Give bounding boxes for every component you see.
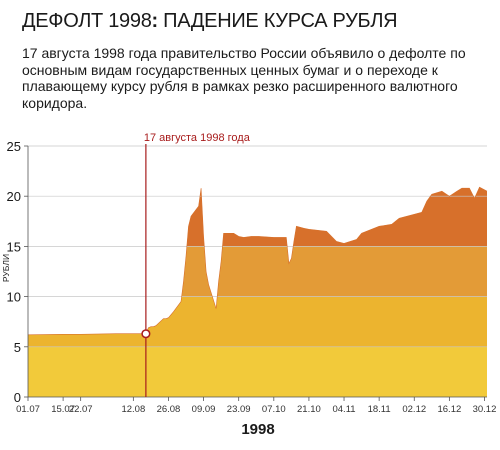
x-tick-label-26.08: 26.08 bbox=[157, 404, 181, 415]
x-tick-label-12.08: 12.08 bbox=[121, 404, 145, 415]
x-tick-label-30.12: 30.12 bbox=[473, 404, 497, 415]
y-tick-labels: 0 5 10 15 20 25 bbox=[7, 139, 28, 405]
axes bbox=[27, 146, 487, 398]
x-tick-label-21.10: 21.10 bbox=[297, 404, 321, 415]
y-axis-label: РУБЛИ bbox=[1, 254, 11, 282]
area-band-0-5 bbox=[28, 346, 487, 397]
x-tick-label-09.09: 09.09 bbox=[192, 404, 216, 415]
x-tick-label-22.07: 22.07 bbox=[69, 404, 93, 415]
title-main: ДЕФОЛТ 1998 bbox=[22, 10, 152, 32]
y-tick-label-0: 0 bbox=[14, 390, 21, 405]
grid-lines bbox=[28, 145, 487, 348]
x-tick-label-15.07: 15.07 bbox=[51, 404, 75, 415]
chart-lead-text: 17 августа 1998 года правительство Росси… bbox=[22, 45, 466, 111]
area-band-5-10 bbox=[28, 296, 487, 347]
x-tick-label-07.10: 07.10 bbox=[262, 404, 286, 415]
title-rest: ПАДЕНИЕ КУРСА РУБЛЯ bbox=[157, 10, 398, 32]
x-tick-label-01.07: 01.07 bbox=[16, 404, 40, 415]
annotation-label: 17 августа 1998 года bbox=[144, 132, 251, 144]
area-band-10-15 bbox=[28, 246, 487, 297]
x-tick-label-23.09: 23.09 bbox=[227, 404, 251, 415]
y-tick-label-15: 15 bbox=[7, 239, 21, 254]
x-axis-label: 1998 bbox=[241, 421, 274, 438]
y-tick-label-5: 5 bbox=[14, 340, 21, 355]
y-tick-label-20: 20 bbox=[7, 189, 21, 204]
title-colon: : bbox=[151, 10, 159, 32]
rate-area-outline bbox=[27, 186, 488, 336]
x-tick-label-16.12: 16.12 bbox=[437, 404, 461, 415]
area-bands bbox=[28, 187, 487, 397]
annotation-point bbox=[141, 329, 151, 339]
chart-title: ДЕФОЛТ 1998: ПАДЕНИЕ КУРСА РУБЛЯ bbox=[22, 10, 398, 33]
y-tick-label-10: 10 bbox=[7, 290, 21, 305]
x-tick-label-04.11: 04.11 bbox=[332, 404, 355, 415]
x-tick-label-02.12: 02.12 bbox=[402, 404, 426, 415]
x-tick-label-18.11: 18.11 bbox=[368, 404, 391, 415]
default-annotation: 17 августа 1998 года bbox=[141, 132, 251, 397]
y-tick-label-25: 25 bbox=[7, 139, 21, 154]
